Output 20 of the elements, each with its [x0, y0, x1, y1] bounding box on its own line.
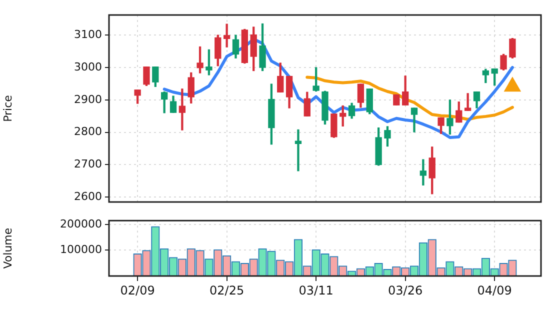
y-tick-label: 2600 [74, 190, 102, 203]
y-tick-label: 2800 [74, 125, 102, 138]
y-axis-title: Price [1, 94, 14, 122]
x-tick-label: 03/11 [298, 283, 334, 298]
y-tick-label: 3100 [74, 28, 102, 41]
candlestick [223, 24, 230, 48]
y-tick-label: 3000 [74, 60, 102, 74]
y-tick-label: 2900 [74, 92, 102, 106]
candlestick [178, 88, 186, 130]
x-tick-label: 02/09 [120, 283, 155, 298]
y-tick-label: 100000 [60, 243, 102, 256]
candlestick [464, 93, 472, 111]
candlestick [420, 159, 427, 186]
y-tick-label: 200000 [60, 217, 102, 230]
y-axis-title: Volume [1, 228, 14, 269]
x-tick-label: 03/26 [388, 283, 423, 298]
candlestick [294, 129, 302, 172]
x-tick-label: 04/09 [477, 283, 512, 298]
x-tick-label: 02/25 [210, 283, 244, 298]
y-tick-label: 2700 [74, 158, 102, 171]
